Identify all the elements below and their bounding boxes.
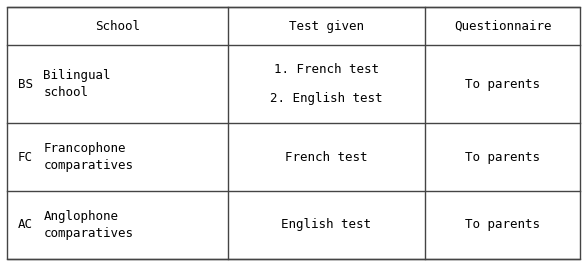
Text: To parents: To parents <box>465 218 540 231</box>
Text: French test: French test <box>285 150 367 164</box>
Text: To parents: To parents <box>465 78 540 91</box>
Text: 1. French test: 1. French test <box>274 63 379 76</box>
Text: School: School <box>95 20 140 32</box>
Text: To parents: To parents <box>465 150 540 164</box>
Text: AC: AC <box>18 218 33 231</box>
Text: English test: English test <box>281 218 372 231</box>
Text: Anglophone
comparatives: Anglophone comparatives <box>43 210 133 240</box>
Text: Francophone
comparatives: Francophone comparatives <box>43 142 133 172</box>
Text: Bilingual
school: Bilingual school <box>43 69 111 99</box>
Text: BS: BS <box>18 78 33 91</box>
Text: FC: FC <box>18 150 33 164</box>
Text: Test given: Test given <box>289 20 364 32</box>
Text: 2. English test: 2. English test <box>270 92 383 105</box>
Text: Questionnaire: Questionnaire <box>454 20 551 32</box>
